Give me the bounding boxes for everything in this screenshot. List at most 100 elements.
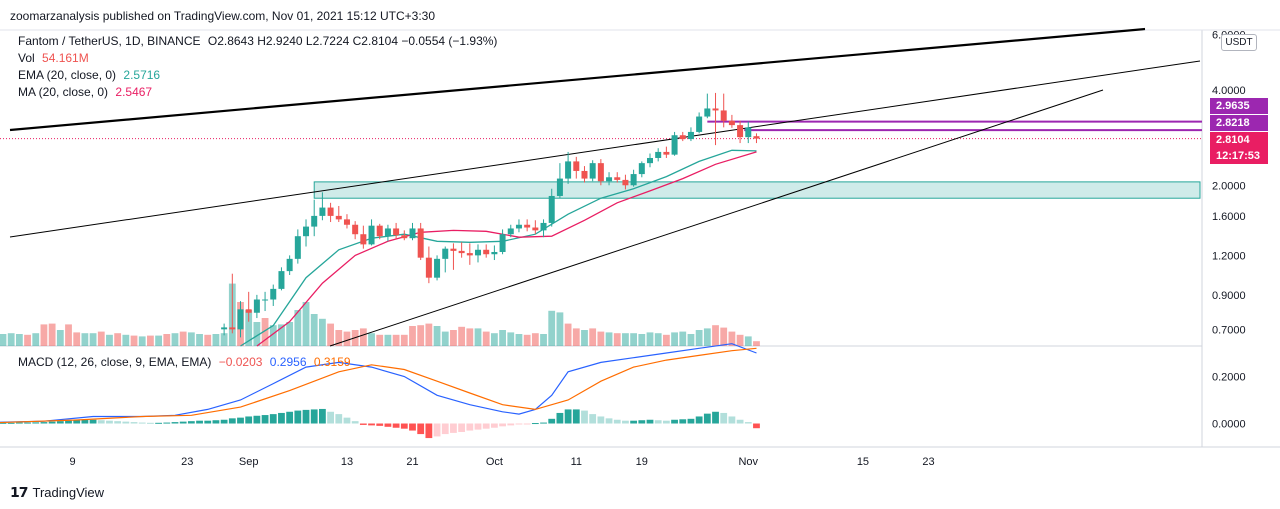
- macd-histogram-bar: [65, 420, 72, 424]
- macd-histogram-bar: [613, 419, 621, 424]
- macd-histogram-bar: [343, 417, 351, 424]
- volume-bar: [122, 334, 130, 346]
- tradingview-footer[interactable]: 𝟭𝟳 TradingView: [10, 484, 104, 501]
- price-axis-label: 0.9000: [1212, 290, 1246, 302]
- candle-body: [311, 215, 318, 227]
- macd-histogram-bar: [220, 419, 228, 424]
- macd-histogram-bar: [564, 409, 572, 424]
- time-axis-label: 11: [571, 456, 582, 468]
- volume-bar: [269, 325, 277, 346]
- volume-bar: [261, 318, 269, 346]
- time-axis-label: 21: [406, 456, 418, 468]
- support-zone: [313, 181, 1201, 199]
- volume-bar: [106, 334, 113, 346]
- volume-bar: [581, 330, 588, 346]
- macd-histogram-bar: [228, 418, 236, 424]
- candle-body: [581, 170, 588, 179]
- volume-bar: [499, 330, 506, 346]
- macd-histogram-bar: [409, 423, 416, 431]
- time-axis-label: 23: [922, 456, 934, 468]
- volume-bar: [245, 310, 253, 346]
- candle-body: [753, 136, 760, 139]
- macd-histogram-bar: [376, 423, 384, 426]
- volume-bar: [654, 333, 662, 346]
- candle-body: [589, 163, 596, 179]
- volume-bar: [589, 328, 597, 346]
- macd-histogram-bar: [548, 418, 556, 424]
- legend-ema-row[interactable]: EMA (20, close, 0) 2.5716: [18, 68, 164, 82]
- time-axis-label: 9: [70, 456, 76, 468]
- volume-bar: [24, 334, 31, 346]
- time-axis-label: Oct: [486, 456, 503, 468]
- currency-badge[interactable]: USDT: [1221, 34, 1257, 51]
- volume-bar: [556, 312, 564, 346]
- macd-histogram-bar: [572, 409, 580, 424]
- candle-body: [327, 207, 334, 216]
- volume-bar: [212, 334, 220, 346]
- macd-histogram-bar: [630, 420, 638, 424]
- volume-bar: [392, 334, 400, 346]
- macd-histogram-bar: [278, 412, 285, 424]
- candle-body: [720, 110, 727, 121]
- candle-body: [442, 248, 449, 259]
- legend-symbol-row: Fantom / TetherUS, 1D, BINANCE O2.8643 H…: [18, 34, 501, 48]
- candle-body: [614, 177, 621, 180]
- volume-bar: [171, 333, 179, 346]
- candle-body: [343, 219, 350, 225]
- macd-histogram-bar: [48, 421, 56, 424]
- volume-bar: [523, 334, 531, 346]
- legend-ma-label: MA (20, close, 0): [18, 85, 109, 99]
- candle-body: [270, 288, 277, 300]
- volume-bar: [114, 333, 122, 346]
- legend-ma-row[interactable]: MA (20, close, 0) 2.5467: [18, 85, 156, 99]
- legend-macd-label: MACD (12, 26, close, 9, EMA, EMA): [18, 355, 212, 369]
- macd-histogram-bar: [384, 423, 392, 427]
- macd-histogram-bar: [540, 422, 547, 424]
- volume-bar: [646, 332, 654, 346]
- macd-histogram-bar: [327, 411, 334, 424]
- macd-histogram-bar: [106, 420, 113, 424]
- volume-bar: [507, 332, 515, 346]
- macd-histogram-bar: [515, 423, 523, 425]
- candle-body: [663, 151, 670, 155]
- macd-histogram-bar: [695, 416, 703, 424]
- tradingview-logo-icon: 𝟭𝟳: [10, 484, 29, 500]
- volume-bar: [409, 326, 416, 346]
- legend-macd-row[interactable]: MACD (12, 26, close, 9, EMA, EMA) −0.020…: [18, 355, 355, 369]
- candle-body: [491, 251, 498, 255]
- candle-body: [556, 178, 563, 196]
- volume-bar: [671, 332, 678, 346]
- macd-histogram-bar: [0, 422, 7, 424]
- candle-body: [335, 215, 342, 220]
- volume-bar: [425, 323, 433, 346]
- trend-line-thick: [9, 27, 1146, 132]
- macd-histogram-bar: [622, 420, 629, 424]
- macd-histogram-bar: [687, 418, 695, 424]
- volume-bar: [753, 341, 760, 346]
- candle-body: [286, 258, 293, 272]
- macd-histogram-bar: [392, 423, 400, 428]
- candle-body: [409, 228, 416, 239]
- candle-body: [352, 224, 359, 235]
- macd-histogram-bar: [499, 423, 506, 427]
- macd-histogram-bar: [736, 419, 744, 424]
- candle-body: [728, 120, 735, 126]
- candle-body: [229, 327, 236, 330]
- macd-histogram-bar: [671, 419, 678, 424]
- volume-bar: [319, 318, 326, 346]
- volume-bar: [32, 333, 40, 346]
- candle-body: [294, 236, 301, 259]
- candle-body: [655, 151, 662, 158]
- macd-histogram-bar: [441, 423, 449, 435]
- macd-histogram-bar: [73, 420, 81, 424]
- volume-bar: [130, 335, 138, 346]
- volume-bar: [400, 334, 408, 346]
- legend-ema-value: 2.5716: [123, 68, 161, 82]
- volume-bar: [376, 334, 384, 346]
- macd-histogram-bar: [302, 409, 310, 424]
- legend-volume-row[interactable]: Vol 54.161M: [18, 51, 93, 65]
- candle-body: [245, 309, 252, 313]
- volume-bar: [662, 334, 670, 346]
- candle-body: [630, 174, 637, 186]
